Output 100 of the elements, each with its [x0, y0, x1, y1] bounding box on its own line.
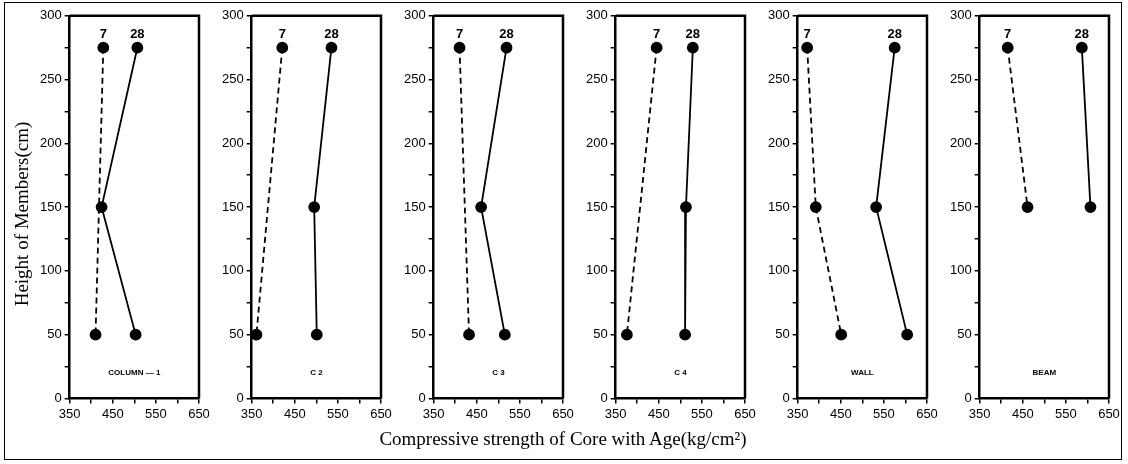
point — [870, 201, 883, 213]
y-tick-label: 300 — [585, 7, 608, 23]
annotation: COLUMN — 1 — [108, 367, 161, 377]
x-tick-label: 550 — [145, 405, 167, 421]
point — [679, 328, 691, 341]
x-tick-label: 650 — [552, 405, 574, 421]
y-tick-label: 0 — [600, 389, 608, 405]
x-tick-label: 650 — [734, 405, 756, 421]
point — [801, 41, 814, 54]
series-label: 7 — [455, 25, 464, 41]
y-tick-label: 150 — [949, 198, 972, 214]
y-tick-label: 250 — [403, 71, 426, 87]
series-label: 28 — [499, 25, 514, 41]
x-tick-label: 550 — [1055, 405, 1077, 421]
series-label: 28 — [685, 25, 701, 41]
y-tick-label: 0 — [236, 389, 244, 405]
point — [888, 41, 901, 54]
x-tick-label: 350 — [786, 405, 809, 421]
y-tick-label: 150 — [221, 198, 244, 214]
x-tick-label: 450 — [1011, 405, 1034, 421]
y-tick-label: 250 — [949, 71, 972, 87]
point — [901, 328, 914, 341]
y-tick-label: 150 — [403, 198, 426, 214]
point — [129, 328, 142, 341]
y-tick-label: 50 — [47, 326, 62, 342]
point — [835, 328, 848, 341]
x-tick-label: 550 — [509, 405, 531, 421]
series-label: 7 — [1004, 25, 1012, 41]
x-tick-label: 350 — [422, 405, 445, 421]
y-tick-label: 200 — [403, 134, 426, 150]
x-tick-label: 350 — [240, 405, 263, 421]
y-tick-label: 50 — [957, 326, 972, 342]
point — [453, 41, 466, 54]
x-tick-label: 350 — [968, 405, 991, 421]
x-tick-label: 450 — [647, 405, 670, 421]
y-tick-label: 100 — [39, 262, 62, 278]
y-tick-label: 250 — [39, 71, 62, 87]
point — [89, 328, 102, 341]
x-tick-label: 450 — [465, 405, 488, 421]
x-tick-label: 450 — [829, 405, 852, 421]
series-label: 7 — [278, 25, 286, 41]
point — [621, 328, 633, 341]
annotation: WALL — [851, 367, 874, 377]
point — [131, 41, 144, 54]
y-tick-label: 300 — [403, 7, 426, 23]
x-tick-label: 450 — [101, 405, 124, 421]
y-tick-label: 0 — [418, 389, 426, 405]
x-tick-label: 650 — [188, 405, 210, 421]
point — [308, 201, 321, 213]
series-label: 28 — [1074, 25, 1090, 41]
point — [310, 328, 323, 341]
point — [276, 41, 289, 54]
point — [680, 201, 692, 213]
y-tick-label: 150 — [585, 198, 608, 214]
y-tick-label: 0 — [964, 389, 972, 405]
x-tick-label: 650 — [1098, 405, 1120, 421]
y-tick-label: 200 — [39, 134, 62, 150]
y-tick-label: 300 — [221, 7, 244, 23]
point — [500, 41, 513, 54]
y-tick-label: 50 — [411, 326, 426, 342]
x-tick-label: 650 — [370, 405, 392, 421]
series-label: 28 — [887, 25, 902, 41]
x-tick-label: 550 — [327, 405, 349, 421]
x-tick-label: 350 — [58, 405, 81, 421]
x-tick-label: 550 — [873, 405, 895, 421]
y-tick-label: 150 — [767, 198, 790, 214]
annotation: BEAM — [1032, 367, 1057, 377]
x-tick-label: 550 — [691, 405, 713, 421]
y-tick-label: 0 — [54, 389, 62, 405]
y-tick-label: 50 — [775, 326, 790, 342]
y-tick-label: 200 — [767, 134, 790, 150]
y-tick-label: 200 — [585, 134, 608, 150]
y-tick-label: 200 — [221, 134, 244, 150]
series-label: 28 — [324, 25, 339, 41]
y-tick-label: 100 — [221, 262, 244, 278]
series-label: 7 — [99, 25, 107, 41]
point — [686, 41, 699, 54]
x-axis-title: Compressive strength of Core with Age(kg/cm²) — [378, 428, 748, 450]
x-tick-label: 450 — [283, 405, 306, 421]
y-tick-label: 100 — [949, 262, 972, 278]
y-tick-label: 50 — [229, 326, 244, 342]
y-tick-label: 150 — [39, 198, 62, 214]
point — [251, 328, 263, 341]
y-tick-label: 0 — [782, 389, 790, 405]
point — [809, 201, 822, 213]
y-tick-label: 300 — [39, 7, 62, 23]
y-tick-label: 100 — [403, 262, 426, 278]
y-tick-label: 250 — [767, 71, 790, 87]
y-tick-label: 250 — [221, 71, 244, 87]
y-tick-label: 300 — [767, 7, 790, 23]
y-tick-label: 100 — [767, 262, 790, 278]
point — [97, 41, 110, 54]
point — [498, 328, 511, 341]
point — [650, 41, 663, 54]
point — [463, 328, 475, 341]
y-tick-label: 100 — [585, 262, 608, 278]
series-label: 7 — [653, 25, 661, 41]
y-axis-title: Height of Members(cm) — [11, 121, 33, 307]
y-tick-label: 200 — [949, 134, 972, 150]
y-tick-label: 250 — [585, 71, 608, 87]
